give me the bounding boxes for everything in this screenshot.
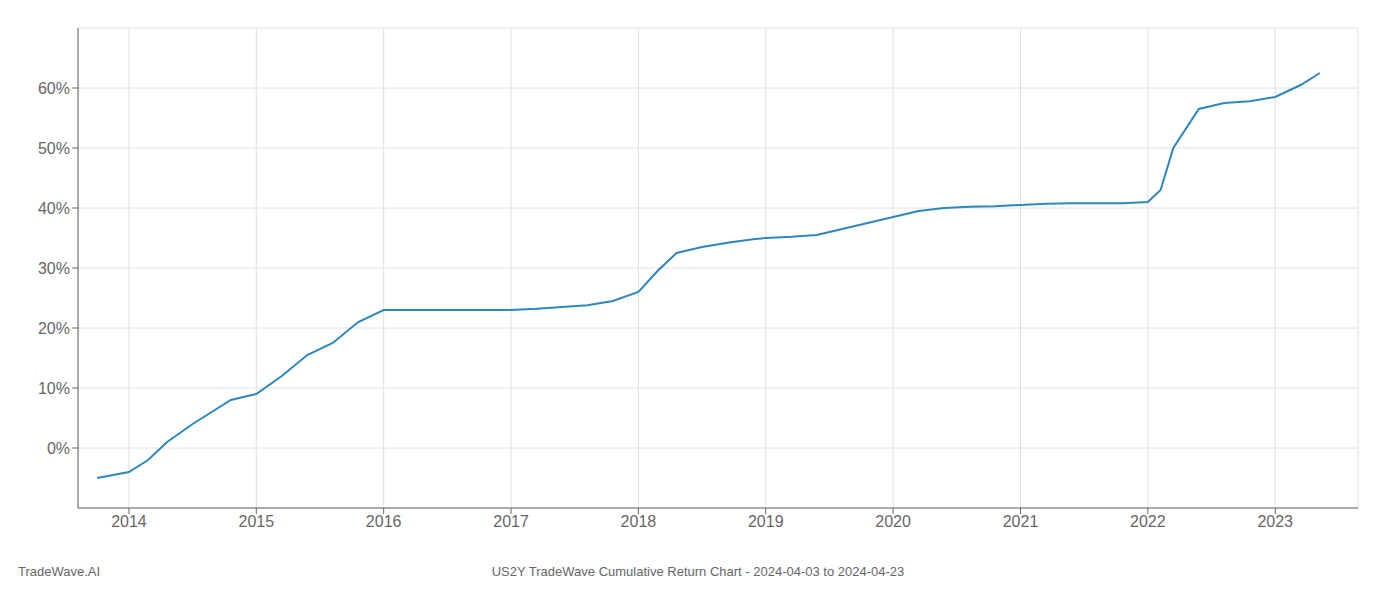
html-text:US2Y TradeWave Cumulative Retu: US2Y TradeWave Cumulative Return Chart -… — [491, 564, 905, 579]
svg-text:20%: 20% — [38, 320, 70, 337]
svg-text:2023: 2023 — [1257, 513, 1293, 530]
svg-text:60%: 60% — [38, 80, 70, 97]
svg-text:2018: 2018 — [621, 513, 657, 530]
svg-text:0%: 0% — [47, 440, 70, 457]
svg-text:30%: 30% — [38, 260, 70, 277]
svg-text:40%: 40% — [38, 200, 70, 217]
svg-text:10%: 10% — [38, 380, 70, 397]
svg-text:2014: 2014 — [111, 513, 147, 530]
svg-text:50%: 50% — [38, 140, 70, 157]
svg-text:2017: 2017 — [493, 513, 529, 530]
svg-text:2020: 2020 — [875, 513, 911, 530]
svg-text:2016: 2016 — [366, 513, 402, 530]
svg-text:2021: 2021 — [1003, 513, 1039, 530]
svg-text:2022: 2022 — [1130, 513, 1166, 530]
svg-text:2015: 2015 — [239, 513, 275, 530]
svg-text:2019: 2019 — [748, 513, 784, 530]
html-text:TradeWave.AI: TradeWave.AI — [18, 564, 101, 579]
